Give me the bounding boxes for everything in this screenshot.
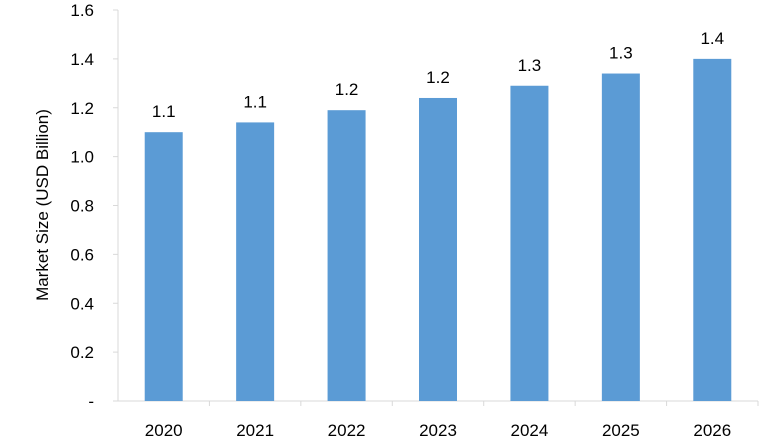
bar-2022 [327,110,366,401]
x-axis-ticks: 2020 2021 2022 2023 2024 2025 2026 [145,401,759,440]
y-tick-label: 0.8 [70,197,94,216]
y-tick-label: - [88,392,94,411]
x-tick-label-2021: 2021 [236,421,274,440]
y-axis-title: Market Size (USD Billion) [33,109,52,301]
bar-2023 [419,97,457,401]
x-tick-label-2022: 2022 [328,421,366,440]
data-label-2021: 1.1 [243,92,267,111]
y-tick-label: 0.4 [70,294,94,313]
data-label-2024: 1.3 [518,56,542,75]
bar-2020 [144,132,183,401]
x-tick-label-2026: 2026 [693,421,731,440]
bar-2025 [601,73,640,401]
x-tick-label-2020: 2020 [145,421,183,440]
y-tick-label: 1.0 [70,148,94,167]
data-label-2023: 1.2 [426,68,450,87]
data-label-2025: 1.3 [609,44,633,63]
y-tick-label: 1.4 [70,50,94,69]
x-tick-label-2025: 2025 [602,421,640,440]
y-tick-label: 0.2 [70,343,94,362]
data-label-2026: 1.4 [700,29,724,48]
data-label-2020: 1.1 [152,102,176,121]
bar-2026 [693,58,732,401]
data-labels: 1.1 1.1 1.2 1.2 1.3 1.3 1.4 [152,29,724,121]
y-tick-label: 0.6 [70,245,94,264]
x-tick-label-2023: 2023 [419,421,457,440]
bar-2021 [236,122,275,401]
y-axis-ticks: - 0.2 0.4 0.6 0.8 1.0 1.2 1.4 1.6 [70,1,118,411]
y-axis-title-group: Market Size (USD Billion) [33,109,52,301]
bars [144,58,732,401]
y-tick-label: 1.6 [70,1,94,20]
x-tick-label-2024: 2024 [511,421,549,440]
y-tick-label: 1.2 [70,99,94,118]
data-label-2022: 1.2 [335,80,359,99]
bar-2024 [510,85,549,401]
